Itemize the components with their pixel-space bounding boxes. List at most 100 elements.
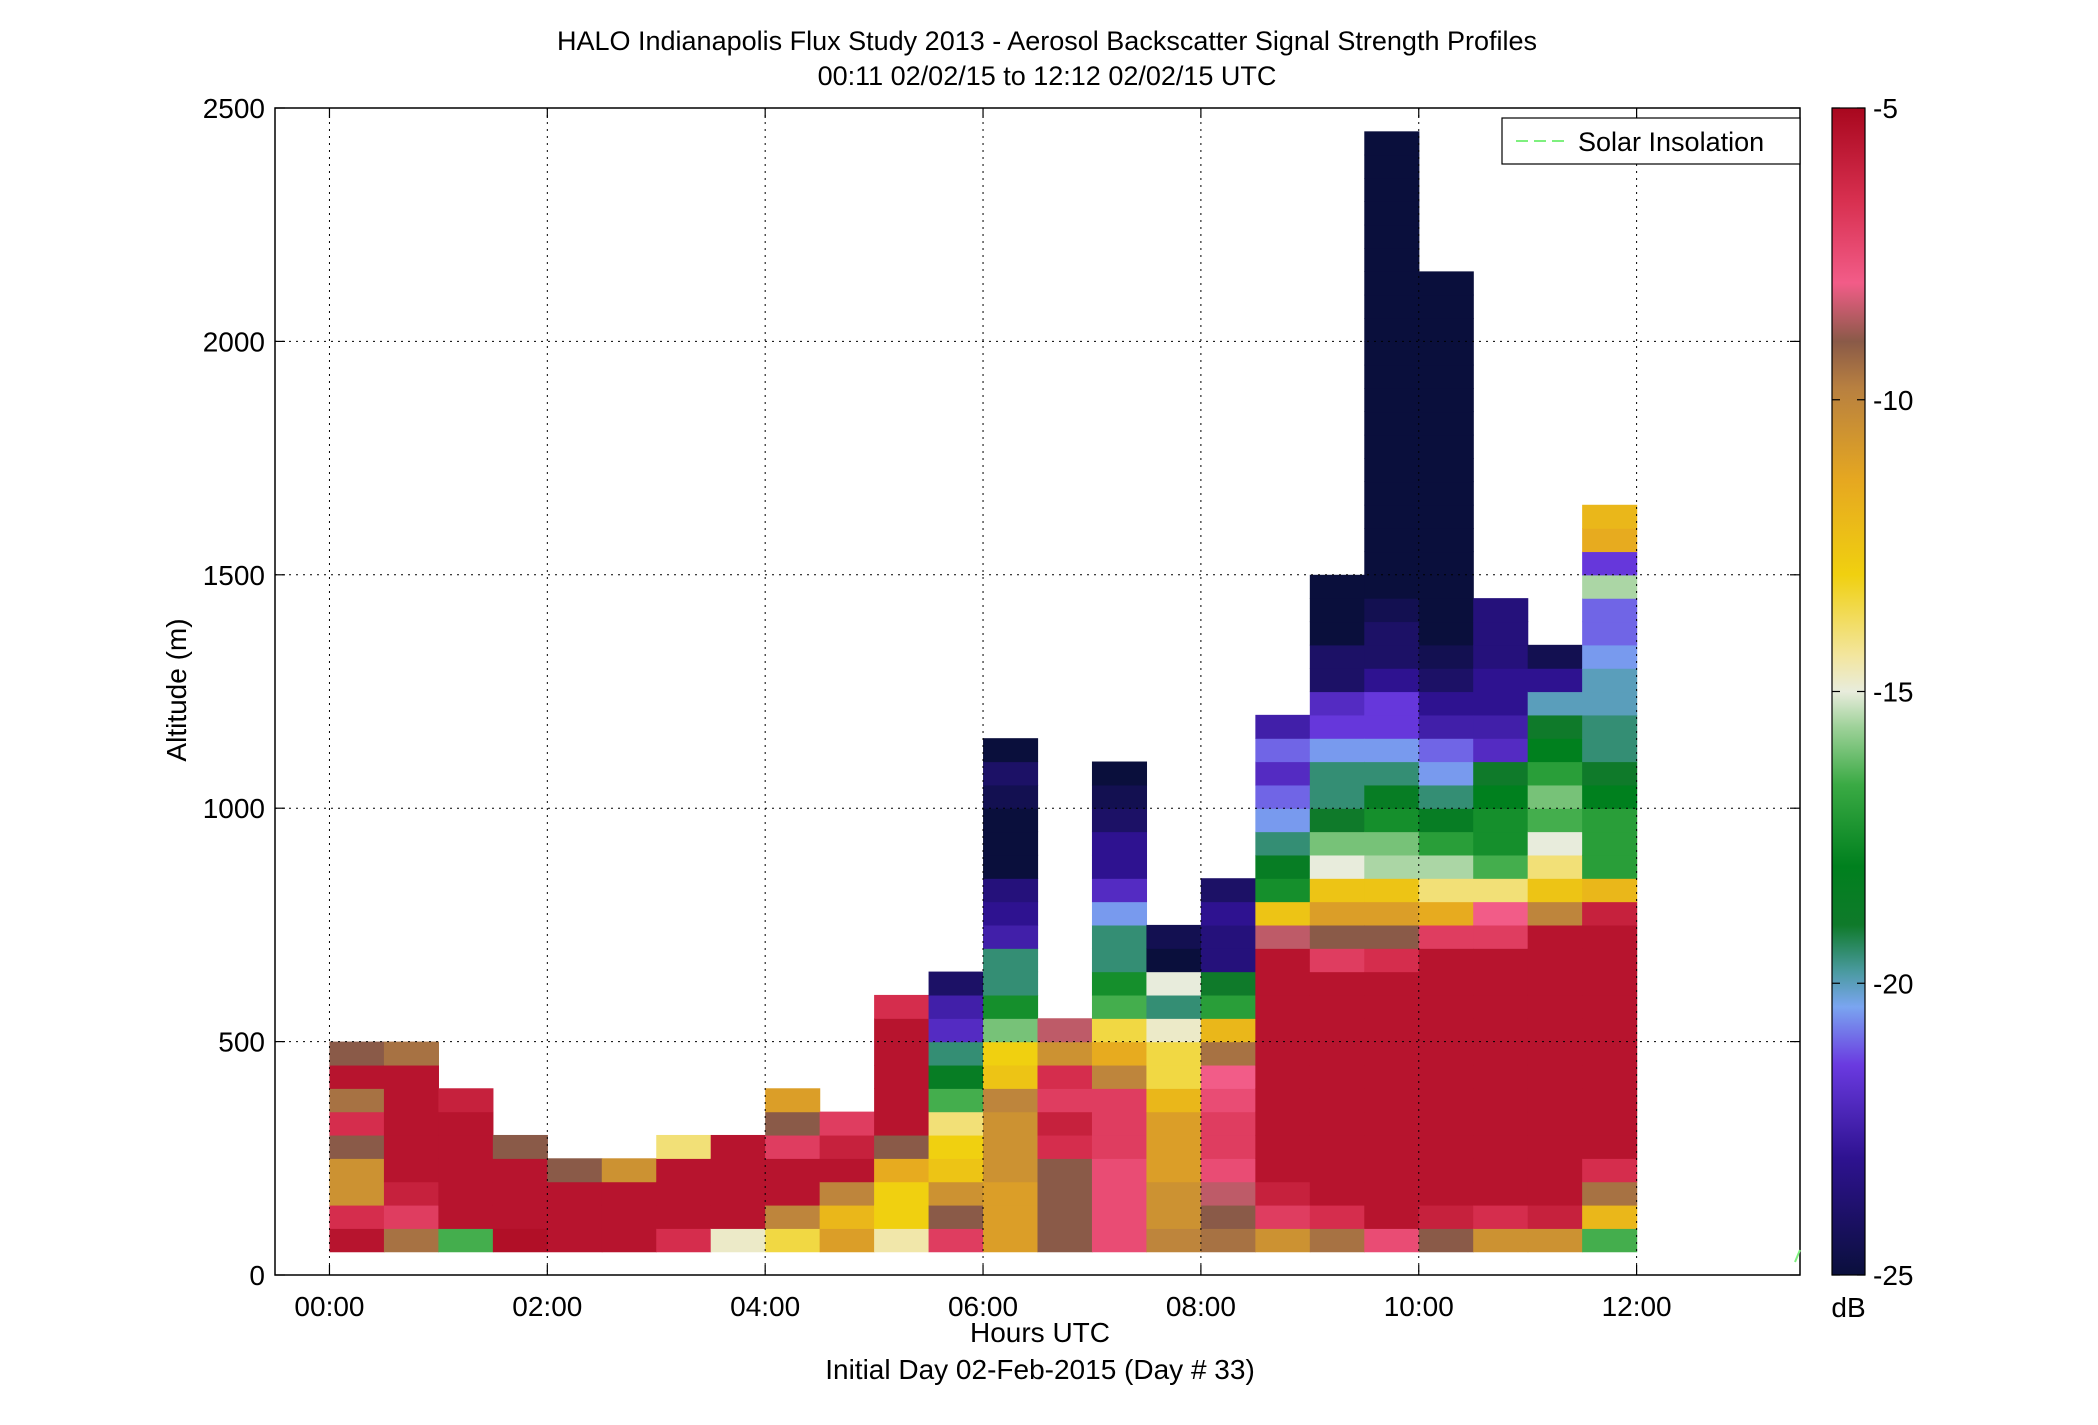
- heatmap-cell: [1200, 1204, 1256, 1229]
- x-tick-label: 06:00: [948, 1291, 1018, 1322]
- heatmap-cell: [1582, 831, 1638, 856]
- heatmap-cell: [983, 1204, 1039, 1229]
- heatmap-cell: [1473, 644, 1529, 669]
- heatmap-cell: [1255, 1088, 1311, 1113]
- heatmap-cell: [983, 784, 1039, 809]
- heatmap-cell: [1037, 1064, 1093, 1089]
- heatmap-cell: [1418, 364, 1474, 389]
- heatmap-cell: [1418, 294, 1474, 319]
- heatmap-cell: [1527, 1158, 1583, 1183]
- heatmap-cell: [1146, 1204, 1202, 1229]
- heatmap-cell: [1527, 644, 1583, 669]
- heatmap-cell: [1418, 341, 1474, 366]
- heatmap-cell: [547, 1204, 603, 1229]
- heatmap-cell: [1309, 878, 1365, 903]
- heatmap-cell: [1037, 1181, 1093, 1206]
- heatmap-cell: [1364, 644, 1420, 669]
- heatmap-cell: [1418, 924, 1474, 949]
- heatmap-cell: [1418, 1018, 1474, 1043]
- heatmap-cell: [928, 1064, 984, 1089]
- heatmap-cell: [1364, 1041, 1420, 1066]
- heatmap-cell: [1146, 1181, 1202, 1206]
- heatmap-cell: [1364, 784, 1420, 809]
- heatmap-cell: [874, 1064, 930, 1089]
- heatmap-cell: [710, 1134, 766, 1159]
- heatmap-cell: [1309, 714, 1365, 739]
- heatmap-cell: [1255, 1181, 1311, 1206]
- heatmap-cell: [1364, 1088, 1420, 1113]
- heatmap-cell: [1473, 901, 1529, 926]
- heatmap-cell: [1200, 1181, 1256, 1206]
- colorbar-ticks: -25 -20 -15 -10 -5: [1832, 93, 1913, 1291]
- heatmap-cell: [1527, 1134, 1583, 1159]
- heatmap-cell: [874, 1111, 930, 1136]
- heatmap-cell: [1200, 1041, 1256, 1066]
- heatmap-cell: [928, 971, 984, 996]
- heatmap-cell: [656, 1204, 712, 1229]
- x-axis-label: Hours UTC: [970, 1317, 1110, 1348]
- y-tick-label: 2500: [203, 93, 265, 124]
- heatmap-cell: [601, 1204, 657, 1229]
- heatmap-cell: [1364, 201, 1420, 226]
- x-axis-ticks: 00:00 02:00 04:00 06:00 08:00 10:00 12:00: [294, 108, 1672, 1322]
- heatmap-cell: [1309, 691, 1365, 716]
- heatmap-cell: [1582, 878, 1638, 903]
- heatmap-cell: [1364, 1111, 1420, 1136]
- plot-frame: [274, 107, 1801, 1276]
- heatmap-cell: [1418, 808, 1474, 833]
- heatmap-cell: [1364, 854, 1420, 879]
- heatmap-cell: [1364, 318, 1420, 342]
- heatmap-cell: [1473, 714, 1529, 739]
- heatmap-cell: [1418, 621, 1474, 646]
- heatmap-cell: [765, 1204, 821, 1229]
- heatmap-cell: [1364, 551, 1420, 576]
- heatmap-cell: [656, 1228, 712, 1253]
- heatmap-cell: [710, 1181, 766, 1206]
- heatmap-cell: [1200, 1111, 1256, 1136]
- heatmap-cell: [1527, 784, 1583, 809]
- heatmap-cell: [1418, 854, 1474, 879]
- heatmap-cell: [1364, 831, 1420, 856]
- heatmap-cell: [1473, 831, 1529, 856]
- heatmap-cell: [1364, 388, 1420, 413]
- heatmap-cell: [1309, 1181, 1365, 1206]
- heatmap-cell: [1418, 598, 1474, 623]
- heatmap-cell: [383, 1041, 439, 1066]
- heatmap-cell: [1364, 481, 1420, 506]
- heatmap-cell: [1582, 598, 1638, 623]
- heatmap-cell: [1582, 1088, 1638, 1113]
- heatmap-cell: [983, 1111, 1039, 1136]
- heatmap-cell: [983, 1158, 1039, 1183]
- heatmap-cell: [1255, 714, 1311, 739]
- heatmap-cell: [1418, 271, 1474, 296]
- heatmap-cell: [1200, 971, 1256, 996]
- heatmap-cell: [383, 1228, 439, 1253]
- heatmap-cell: [1364, 131, 1420, 156]
- heatmap-cell: [819, 1158, 875, 1183]
- y-axis-ticks: 0 500 1000 1500 2000 2500: [203, 93, 1800, 1291]
- heatmap-cell: [1309, 1158, 1365, 1183]
- heatmap-cell: [1473, 1181, 1529, 1206]
- heatmap-cell: [1364, 364, 1420, 389]
- heatmap-cell: [1473, 598, 1529, 623]
- heatmap-cell: [1582, 784, 1638, 809]
- heatmap-cell: [1527, 948, 1583, 973]
- heatmap-cell: [1418, 1204, 1474, 1229]
- heatmap-cell: [765, 1111, 821, 1136]
- heatmap-cell: [1255, 901, 1311, 926]
- colorbar-label: dB: [1831, 1292, 1865, 1323]
- heatmap-cell: [1146, 1158, 1202, 1183]
- x-tick-label: 08:00: [1166, 1291, 1236, 1322]
- heatmap-cell: [928, 994, 984, 1019]
- heatmap-cell: [383, 1181, 439, 1206]
- heatmap-cell: [1418, 481, 1474, 506]
- heatmap-cell: [1037, 1111, 1093, 1136]
- solar-insolation-line: [1794, 1249, 1801, 1263]
- heatmap-cell: [983, 1134, 1039, 1159]
- heatmap-cell: [329, 1041, 385, 1066]
- heatmap-cell: [983, 831, 1039, 856]
- heatmap-cell: [1091, 1041, 1148, 1066]
- heatmap-cell: [874, 1018, 930, 1043]
- heatmap-cell: [1582, 924, 1638, 949]
- heatmap-cell: [1255, 1204, 1311, 1229]
